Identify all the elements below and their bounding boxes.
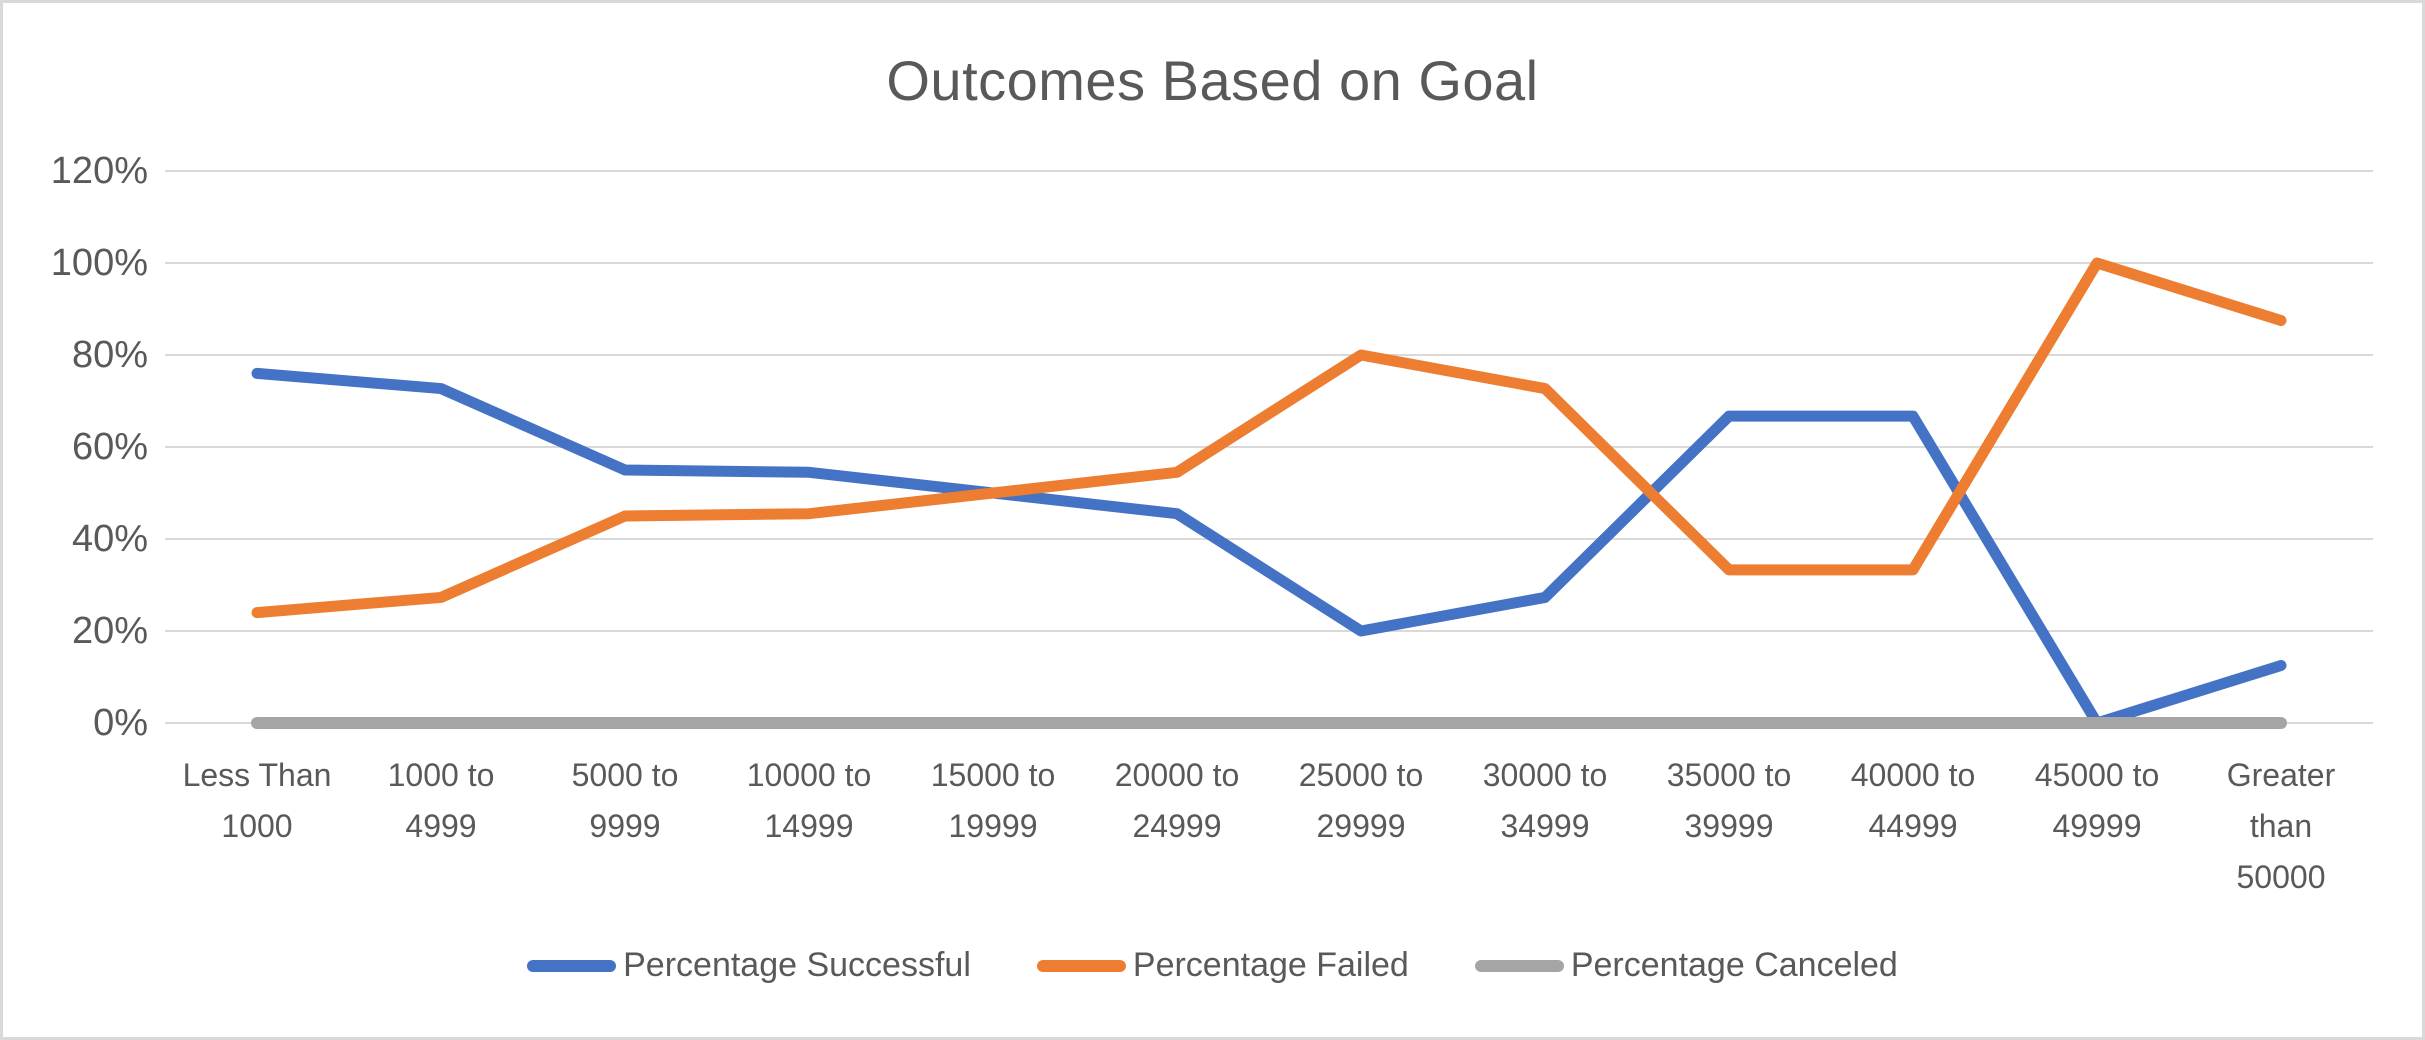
chart-title: Outcomes Based on Goal	[886, 49, 1539, 112]
legend-swatch-canceled-line-icon	[1474, 959, 1564, 972]
legend: Percentage Successful Percentage Failed …	[0, 946, 2425, 985]
series-line-percentage-failed[interactable]	[251, 257, 2287, 619]
legend-item-percentage-failed[interactable]: Percentage Failed	[1036, 946, 1409, 985]
x-axis-category-label: 20000 to 24999	[1115, 757, 1240, 844]
x-axis-category-label: 15000 to 19999	[931, 757, 1056, 844]
y-axis-tick-label: 20%	[72, 610, 148, 652]
y-axis-tick-label: 120%	[51, 150, 148, 192]
legend-label: Percentage Failed	[1132, 946, 1409, 984]
legend-label: Percentage Successful	[623, 946, 971, 984]
x-axis-category-label: 30000 to 34999	[1483, 757, 1608, 844]
legend-item-percentage-successful[interactable]: Percentage Successful	[527, 946, 971, 985]
x-axis-category-label: 45000 to 49999	[2035, 757, 2160, 844]
legend-item-percentage-canceled[interactable]: Percentage Canceled	[1474, 946, 1898, 985]
x-axis-category-label: Greater than 50000	[2227, 757, 2336, 895]
y-axis-tick-label: 100%	[51, 242, 148, 284]
x-axis-category-label: 5000 to 9999	[572, 757, 679, 844]
x-axis-category-label: 25000 to 29999	[1299, 757, 1424, 844]
x-axis-category-label: 1000 to 4999	[388, 757, 495, 844]
y-axis-tick-label: 40%	[72, 518, 148, 560]
x-axis-category-label: 10000 to 14999	[747, 757, 872, 844]
series-line-percentage-successful[interactable]	[251, 367, 2287, 729]
x-axis-category-label: 40000 to 44999	[1851, 757, 1976, 844]
x-axis-category-label: 35000 to 39999	[1667, 757, 1792, 844]
legend-swatch-successful-line-icon	[527, 959, 617, 972]
x-axis-category-label: Less Than 1000	[183, 757, 332, 844]
legend-swatch-failed-line-icon	[1036, 959, 1126, 972]
y-axis-tick-label: 60%	[72, 426, 148, 468]
legend-label: Percentage Canceled	[1570, 946, 1898, 984]
y-axis-tick-label: 80%	[72, 334, 148, 376]
y-axis-tick-label: 0%	[93, 702, 148, 744]
